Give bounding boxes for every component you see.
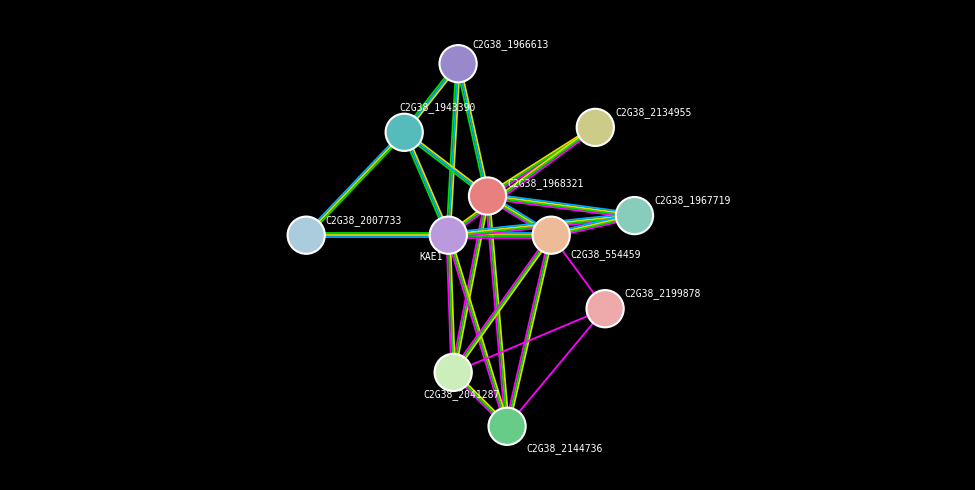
Circle shape [469,177,506,215]
Text: C2G38_2144736: C2G38_2144736 [526,443,604,454]
Text: C2G38_1967719: C2G38_1967719 [654,196,730,206]
Circle shape [430,217,467,254]
Circle shape [440,45,477,82]
Circle shape [576,109,614,146]
Text: C2G38_1966613: C2G38_1966613 [473,39,549,49]
Circle shape [616,197,653,234]
Circle shape [488,408,526,445]
Circle shape [587,290,624,327]
Text: C2G38_2134955: C2G38_2134955 [615,107,691,118]
Text: C2G38_1943390: C2G38_1943390 [400,102,476,113]
Text: KAE1: KAE1 [419,252,443,262]
Circle shape [288,217,325,254]
Text: C2G38_2199878: C2G38_2199878 [625,289,701,299]
Text: C2G38_554459: C2G38_554459 [570,249,642,260]
Text: C2G38_2007733: C2G38_2007733 [326,215,402,226]
Circle shape [532,217,569,254]
Circle shape [435,354,472,391]
Text: C2G38_2041287: C2G38_2041287 [424,389,500,400]
Text: C2G38_1968321: C2G38_1968321 [507,178,583,189]
Circle shape [385,114,423,151]
